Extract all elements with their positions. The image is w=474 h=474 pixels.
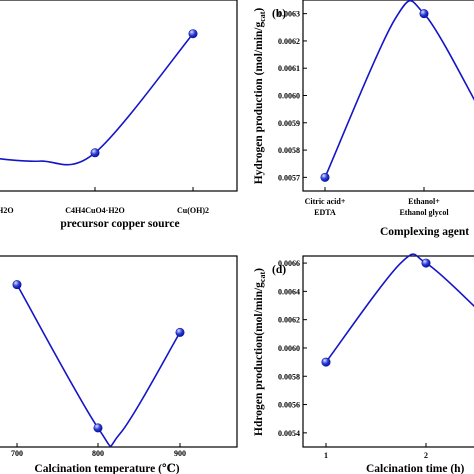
panel-d-yticks: 0.0054 0.0056 0.0058 0.0060 0.0062 0.0064 0.00…	[278, 259, 307, 438]
panel-d-frame	[302, 255, 474, 448]
panel-d-ytick-label-0: 0.0054	[278, 429, 300, 438]
panel-b-marker-0	[320, 172, 330, 182]
panel-b: 0.0057 0.0058 0.0059 0.0060 0.0061 0.0062 0.00…	[253, 0, 474, 238]
panel-a-xticks: 3·3H2O C4H4CuO4·H2O Cu(OH)2	[0, 187, 209, 215]
panel-b-marker-1	[419, 9, 429, 19]
panel-c-frame	[0, 255, 238, 448]
panel-c-marker-0	[12, 280, 22, 290]
panel-a-curve-group	[0, 33, 194, 166]
panel-c-markers	[12, 280, 185, 433]
panel-a-markers	[90, 29, 198, 158]
panel-b-ytick-label-4: 0.0061	[278, 64, 300, 73]
panel-b-ylabel: Hydrogen production (mol/min/gcat)	[253, 8, 267, 185]
panel-c-xticks: 700 800 900	[11, 443, 186, 458]
panel-a-marker-2	[188, 29, 198, 39]
panel-d-xtick-label-0: 1	[324, 451, 328, 460]
panel-b-xtick-label-0: Citric acid+ EDTA	[305, 197, 346, 217]
panel-d-ylabel: Hdrogen production(mol/min/gcat)	[253, 268, 267, 436]
panel-b-yticks: 0.0057 0.0058 0.0059 0.0060 0.0061 0.0062 0.00…	[278, 10, 307, 182]
panel-a-curve	[0, 33, 194, 166]
panel-a-frame	[0, 0, 238, 192]
panel-d-ytick-label-1: 0.0056	[278, 401, 300, 410]
panel-b-ytick-label-6: 0.0063	[278, 10, 300, 19]
panel-c-xtick-label-1: 800	[92, 449, 104, 458]
panel-b-label: (b)	[272, 8, 286, 20]
panel-c: 700 800 900 Calcination temperature (℃)	[0, 255, 238, 474]
panel-b-xlabel: Complexing agent	[380, 226, 469, 238]
panel-d-ytick-label-3: 0.0060	[278, 344, 300, 353]
panel-c-marker-2	[175, 327, 185, 337]
panel-c-xtick-label-2: 900	[174, 449, 186, 458]
panel-c-marker-1	[93, 423, 103, 433]
panel-c-xlabel: Calcination temperature (℃)	[34, 463, 179, 474]
panel-b-xtick-label-1: Ethanol+ Ethanol glycol	[399, 197, 449, 217]
panel-a: 3·3H2O C4H4CuO4·H2O Cu(OH)2 precursor copp…	[0, 0, 238, 230]
panel-d-xtick-label-1: 2	[424, 451, 428, 460]
panel-c-curve-group	[16, 284, 181, 447]
panel-a-xtick-label-2: Cu(OH)2	[177, 206, 209, 215]
panel-a-marker-1	[90, 148, 100, 158]
panel-b-ytick-label-2: 0.0059	[278, 119, 300, 128]
panel-d-curve-group	[325, 253, 474, 363]
panel-b-ytick-label-5: 0.0062	[278, 37, 300, 46]
panel-d-marker-1	[421, 258, 431, 268]
panel-c-curve	[16, 284, 181, 447]
panel-d-label: (d)	[272, 264, 286, 276]
panel-a-xtick-label-1: C4H4CuO4·H2O	[65, 206, 125, 215]
panel-b-curve-group	[324, 0, 474, 178]
panel-b-frame	[302, 0, 474, 192]
panel-a-xlabel: precursor copper source	[60, 218, 179, 230]
panel-d-curve	[325, 253, 474, 363]
panel-b-ytick-label-3: 0.0060	[278, 92, 300, 101]
panel-d-ytick-label-4: 0.0062	[278, 316, 300, 325]
panel-d-ytick-label-2: 0.0058	[278, 372, 300, 381]
panel-b-ytick-label-0: 0.0057	[278, 173, 300, 182]
panel-d-ytick-label-5: 0.0064	[278, 287, 300, 296]
panel-d-marker-0	[321, 357, 331, 367]
panel-c-xtick-label-0: 700	[11, 449, 23, 458]
panel-d: 0.0054 0.0056 0.0058 0.0060 0.0062 0.0064 0.00…	[253, 253, 474, 474]
panel-b-xticks: Citric acid+ EDTA Ethanol+ Ethanol glycol	[305, 187, 449, 217]
panel-d-ytick-label-6: 0.0066	[278, 259, 300, 268]
panel-a-xtick-label-0: 3·3H2O	[0, 206, 14, 215]
panel-b-ytick-label-1: 0.0058	[278, 146, 300, 155]
panel-b-markers	[320, 9, 429, 182]
panel-b-curve	[324, 0, 474, 178]
panel-d-xlabel: Calcination time (h)	[366, 463, 465, 474]
panel-d-markers	[321, 258, 431, 367]
